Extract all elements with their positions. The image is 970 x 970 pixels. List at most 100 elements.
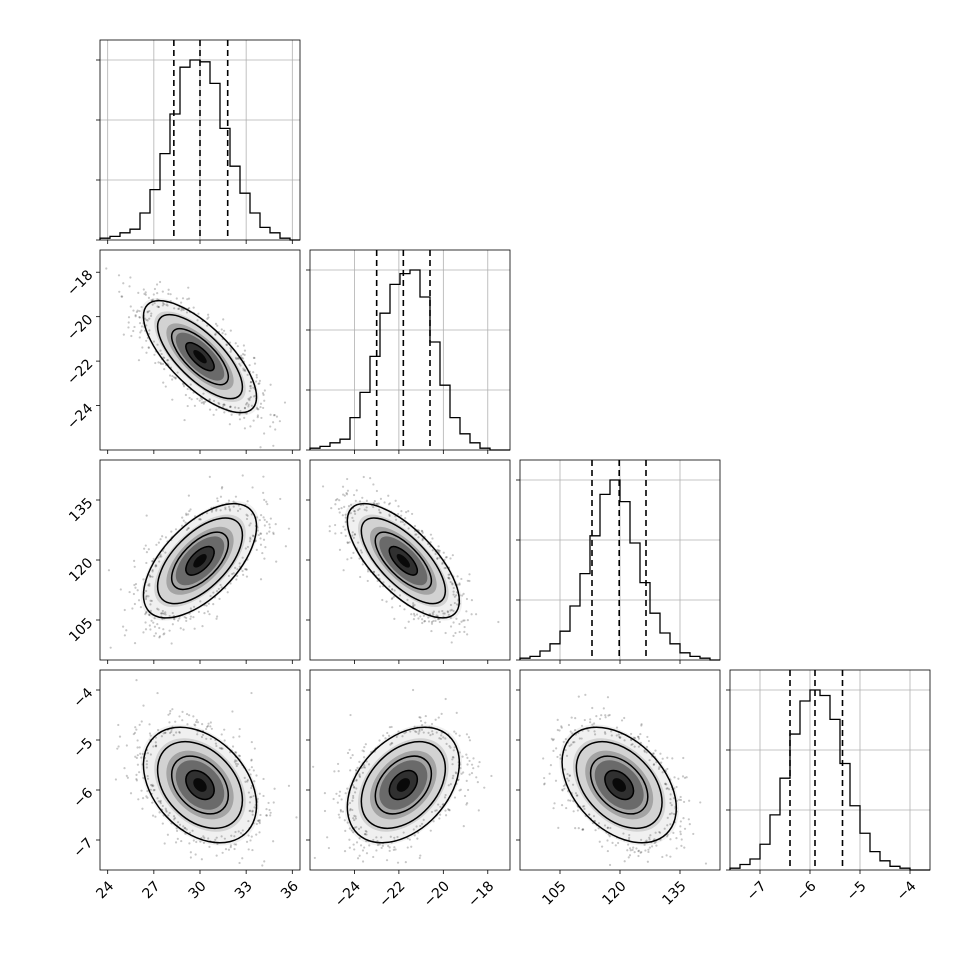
sample-point [257,408,260,411]
sample-point [687,818,690,821]
sample-point [419,615,422,618]
sample-point [236,574,239,578]
sample-point [603,824,607,827]
sample-point [387,494,390,497]
sample-point [597,822,601,825]
sample-point [260,416,263,420]
sample-point [490,774,493,778]
sample-point [221,485,224,489]
sample-point [460,577,463,581]
sample-point [212,591,215,594]
x-tick-label: 120 [599,878,629,908]
sample-point [256,414,259,417]
sample-point [440,734,443,737]
sample-point [236,568,239,571]
sample-point [147,346,150,349]
sample-point [654,831,657,834]
sample-point [215,508,218,511]
sample-point [239,832,243,835]
sample-point [415,825,418,828]
sample-point [182,308,185,311]
sample-point [132,559,136,562]
sample-point [344,534,347,537]
sample-point [413,725,416,728]
sample-point [457,778,460,781]
sample-point [252,386,255,389]
sample-point [352,536,355,539]
sample-point [355,787,358,790]
sample-point [246,545,250,549]
sample-point [413,614,416,617]
panel-frame [309,669,511,871]
sample-point [604,732,607,735]
sample-point [442,612,445,615]
sample-point [353,791,357,794]
sample-point [153,788,156,792]
sample-point [183,616,186,619]
sample-point [208,475,211,478]
sample-point [134,582,138,586]
sample-point [628,847,632,850]
sample-point [145,763,148,766]
sample-point [154,744,157,748]
sample-point [563,787,566,790]
sample-point [555,747,558,750]
sample-point [378,843,381,846]
sample-point [235,357,238,361]
sample-point [466,633,469,636]
sample-point [353,533,356,536]
sample-point [181,710,184,713]
sample-point [589,721,592,724]
sample-point [655,844,658,847]
sample-point [598,717,602,721]
y-tick-label: 135 [66,495,96,525]
sample-point [139,606,143,609]
sample-point [130,334,133,338]
sample-point [156,623,159,626]
sample-point [237,830,240,833]
sample-point [338,499,341,502]
sample-point [163,632,166,635]
sample-point [216,500,219,503]
sample-point [653,841,656,845]
sample-point [476,781,479,784]
sample-point [403,732,406,735]
sample-point [639,851,642,854]
sample-point [663,827,666,830]
sample-point [437,549,440,552]
sample-point [383,501,386,504]
sample-point [141,807,144,810]
sample-point [151,559,154,563]
sample-point [414,533,417,536]
sample-point [178,715,181,718]
sample-point [231,572,234,576]
sample-point [195,720,198,724]
sample-point [153,625,157,628]
sample-point [448,573,451,576]
sample-point [163,368,166,371]
sample-point [153,617,156,620]
sample-point [247,397,250,400]
sample-point [571,732,574,735]
sample-point [133,325,136,329]
sample-point [128,590,131,594]
x-tick-label: −5 [844,878,870,904]
sample-point [470,599,474,602]
sample-point [262,777,265,781]
sample-point [234,843,238,846]
sample-point [647,848,650,851]
sample-point [449,746,452,749]
sample-point [188,306,191,310]
sample-point [156,691,159,695]
sample-point [269,814,272,817]
sample-point [250,691,253,695]
sample-point [225,343,229,347]
sample-point [145,589,148,593]
sample-point [571,783,575,786]
sample-point [129,276,132,279]
contour-line [388,769,419,801]
sample-point [144,613,147,616]
sample-point [415,533,418,536]
sample-point [449,783,452,786]
sample-point [164,807,167,810]
